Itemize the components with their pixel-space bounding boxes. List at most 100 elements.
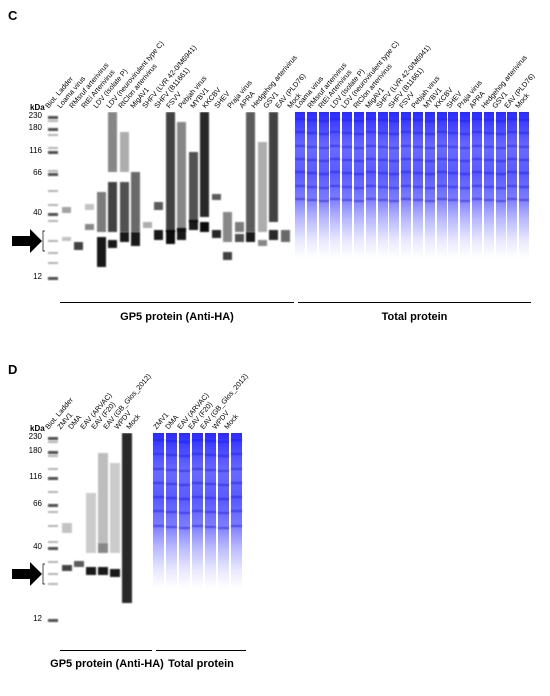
gel-band (62, 523, 72, 533)
gel-band (448, 119, 459, 121)
gel-lane (365, 112, 376, 290)
gel-band (365, 184, 376, 187)
gel-lane (424, 112, 435, 290)
gel-band (205, 525, 216, 528)
gel-band (205, 454, 216, 457)
gel-band (153, 510, 164, 513)
gel-band (48, 252, 58, 254)
gel-band (218, 483, 229, 486)
panel-c-arrow-icon (12, 229, 45, 253)
gel-lane (74, 433, 84, 623)
gel-band (436, 184, 447, 187)
gel-band (401, 171, 412, 174)
gel-lane (48, 433, 58, 623)
gel-band (342, 132, 353, 135)
gel-band (354, 146, 364, 149)
gel-band (448, 185, 459, 188)
gel-band (192, 510, 203, 513)
gel-band (166, 497, 177, 499)
gel-lane (110, 433, 120, 623)
gel-band (377, 132, 388, 135)
gel-band (211, 230, 221, 238)
gel-band (48, 116, 58, 119)
gel-band (318, 200, 329, 203)
gel-band (472, 131, 482, 134)
gel-band (389, 173, 400, 176)
gel-lane (377, 112, 388, 290)
gel-band (365, 131, 376, 134)
gel-band (192, 496, 203, 498)
gel-band (73, 242, 83, 250)
gel-band (48, 220, 58, 222)
gel-band (98, 543, 108, 553)
gel-band (231, 496, 242, 498)
gel-band (389, 120, 400, 122)
gel-lane (257, 112, 267, 290)
gel-lane (122, 433, 132, 623)
gel-band (354, 160, 364, 163)
panel-d-gp5-label: GP5 protein (Anti-HA) (50, 658, 164, 670)
gel-lane (472, 112, 482, 290)
gel-band (413, 159, 423, 162)
panel-c-total-label: Total protein (381, 311, 448, 323)
gel-band (48, 262, 58, 264)
gel-band (166, 482, 177, 485)
mw-marker-116: 116 (29, 146, 42, 155)
gel-band (62, 237, 71, 241)
gel-band (85, 224, 94, 230)
gel-lane (519, 112, 530, 290)
gel-band (436, 198, 447, 201)
gel-band (218, 498, 229, 500)
gel-band (365, 144, 376, 147)
gel-band (205, 511, 216, 514)
gel-band (401, 198, 412, 201)
gel-band (460, 200, 471, 203)
gel-band (295, 118, 305, 120)
gel-lane (177, 112, 186, 290)
gel-lane (154, 112, 163, 290)
gel-lane (483, 112, 494, 290)
gel-band (96, 237, 106, 267)
gel-band (495, 200, 506, 203)
gel-band (424, 146, 435, 149)
gel-lane (495, 112, 506, 290)
gel-band (306, 159, 317, 162)
panel-d-gp5-bracket (60, 650, 152, 651)
gel-lane (306, 112, 317, 290)
gel-band (48, 491, 58, 493)
mw-marker-230: 230 (28, 111, 42, 120)
gel-lane (166, 433, 177, 623)
gel-band (330, 184, 341, 187)
panel-d-kda-label: kDa (30, 424, 45, 433)
gel-band (318, 120, 329, 122)
gel-band (436, 144, 447, 147)
gel-band (389, 200, 400, 203)
gel-band (424, 120, 435, 122)
gel-lane (401, 112, 412, 290)
panel-c-gp5-bracket (60, 302, 294, 303)
gel-band (153, 524, 164, 527)
gel-band (246, 112, 255, 232)
gel-band (48, 504, 58, 507)
gel-band (166, 511, 177, 514)
gel-band (460, 133, 471, 136)
mw-marker-40: 40 (33, 208, 42, 217)
gel-band (48, 240, 58, 242)
gel-band (483, 185, 494, 188)
gel-band (48, 173, 58, 176)
gel-band (218, 526, 229, 529)
gel-band (179, 469, 190, 472)
gel-band (318, 146, 329, 149)
gel-band (280, 230, 290, 242)
gel-band (48, 451, 58, 454)
gel-band (448, 145, 459, 148)
gel-lane (354, 112, 364, 290)
gel-band (519, 185, 530, 188)
gel-band (507, 144, 518, 147)
gel-band (269, 112, 278, 222)
gel-band (295, 131, 305, 134)
gel-band (98, 567, 108, 575)
gel-band (401, 144, 412, 147)
gel-band (48, 541, 58, 543)
gel-lane (460, 112, 471, 290)
